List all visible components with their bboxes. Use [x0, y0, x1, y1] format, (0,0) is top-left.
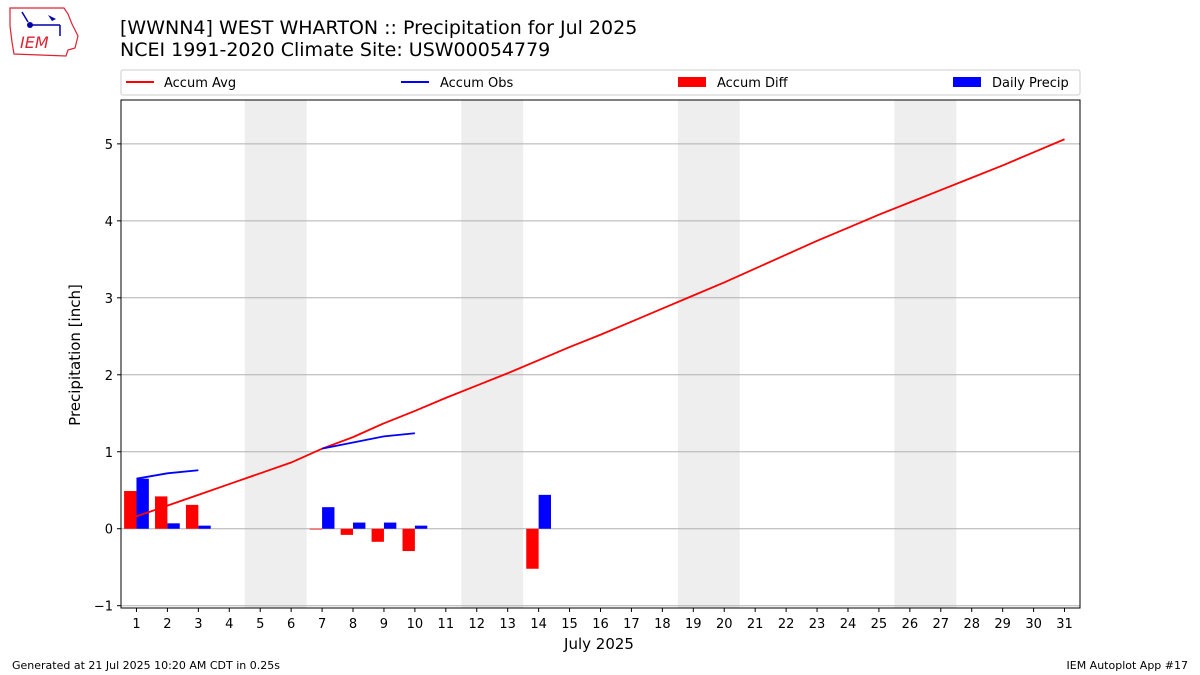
x-tick-label: 9	[380, 617, 388, 632]
x-tick-label: 19	[685, 617, 702, 632]
accum-diff-bar	[340, 528, 354, 535]
accum-diff-bar	[402, 528, 415, 552]
y-tick-label: 4	[105, 215, 113, 230]
x-tick-label: 14	[530, 617, 547, 632]
x-tick-label: 28	[963, 617, 980, 632]
legend-swatch	[953, 77, 981, 87]
x-tick-label: 30	[1025, 617, 1042, 632]
x-axis-label: July 2025	[563, 635, 634, 653]
daily-precip-bar	[322, 507, 335, 529]
accum-diff-bar	[526, 528, 539, 569]
x-tick-label: 7	[318, 617, 326, 632]
y-tick-label: 0	[105, 523, 113, 538]
x-tick-label: 6	[287, 617, 295, 632]
x-tick-label: 1	[132, 617, 140, 632]
daily-precip-bar	[167, 523, 180, 529]
x-tick-label: 12	[468, 617, 485, 632]
daily-precip-bar	[414, 525, 428, 529]
legend-label: Accum Avg	[164, 76, 236, 91]
x-tick-label: 4	[225, 617, 233, 632]
x-tick-label: 25	[871, 617, 888, 632]
weekend-shade	[461, 100, 524, 608]
legend-label: Accum Obs	[440, 76, 513, 91]
daily-precip-bar	[538, 494, 552, 529]
accum-obs-line	[136, 469, 199, 480]
y-tick-label: −1	[94, 600, 113, 615]
legend-label: Accum Diff	[717, 76, 789, 91]
legend-label: Daily Precip	[992, 76, 1069, 91]
accum-diff-bar	[371, 528, 384, 542]
chart-title-line2: NCEI 1991-2020 Climate Site: USW00054779	[120, 39, 551, 61]
daily-precip-bar	[198, 525, 211, 529]
y-axis-label: Precipitation [inch]	[66, 284, 84, 426]
y-tick-label: 2	[105, 369, 113, 384]
iem-logo: IEM	[9, 7, 79, 57]
x-tick-label: 13	[499, 617, 516, 632]
accum-avg-line	[136, 138, 1065, 518]
accum-diff-bar	[185, 504, 199, 529]
x-tick-label: 24	[840, 617, 857, 632]
accum-obs-line	[321, 432, 415, 450]
legend	[120, 69, 1081, 96]
x-tick-label: 18	[654, 617, 671, 632]
daily-precip-bar	[136, 478, 149, 529]
accum-diff-bar	[124, 491, 137, 529]
x-tick-label: 16	[592, 617, 609, 632]
x-tick-label: 17	[623, 617, 640, 632]
x-tick-label: 2	[163, 617, 171, 632]
x-tick-label: 23	[809, 617, 826, 632]
x-tick-label: 31	[1056, 617, 1073, 632]
y-tick-label: 3	[105, 292, 113, 307]
x-tick-label: 26	[902, 617, 919, 632]
x-tick-label: 5	[256, 617, 264, 632]
legend-items: Accum Avg Accum Obs Accum Diff Daily Precip	[126, 76, 1069, 91]
logo-text: IEM	[20, 33, 49, 52]
chart-title-line1: [WWNN4] WEST WHARTON :: Precipitation fo…	[120, 17, 638, 39]
x-tick-label: 10	[407, 617, 424, 632]
legend-swatch	[678, 77, 706, 87]
daily-precip-bar	[353, 522, 366, 529]
y-tick-label: 5	[105, 138, 113, 153]
x-tick-label: 22	[778, 617, 795, 632]
weekend-shade	[244, 100, 307, 608]
accum-diff-bar	[309, 528, 323, 530]
footer-app-label: IEM Autoplot App #17	[1066, 659, 1189, 672]
x-tick-label: 21	[747, 617, 764, 632]
x-tick-label: 15	[561, 617, 578, 632]
x-tick-label: 20	[716, 617, 733, 632]
x-tick-label: 11	[438, 617, 455, 632]
plot-area: 1 2 3 4 5 6 7 8 9 10 11 12 13 14 15 16 17 18 19 20 21 22 23 24 2…	[94, 99, 1081, 632]
x-tick-label: 8	[349, 617, 357, 632]
weekend-shade	[677, 100, 740, 608]
footer-generated-text: Generated at 21 Jul 2025 10:20 AM CDT in…	[12, 659, 280, 672]
weekend-shade	[894, 100, 957, 608]
accum-diff-bar	[155, 496, 168, 529]
y-tick-label: 1	[105, 446, 113, 461]
x-tick-label: 3	[194, 617, 202, 632]
daily-precip-bar	[383, 522, 397, 529]
x-tick-label: 27	[933, 617, 950, 632]
x-tick-label: 29	[994, 617, 1011, 632]
